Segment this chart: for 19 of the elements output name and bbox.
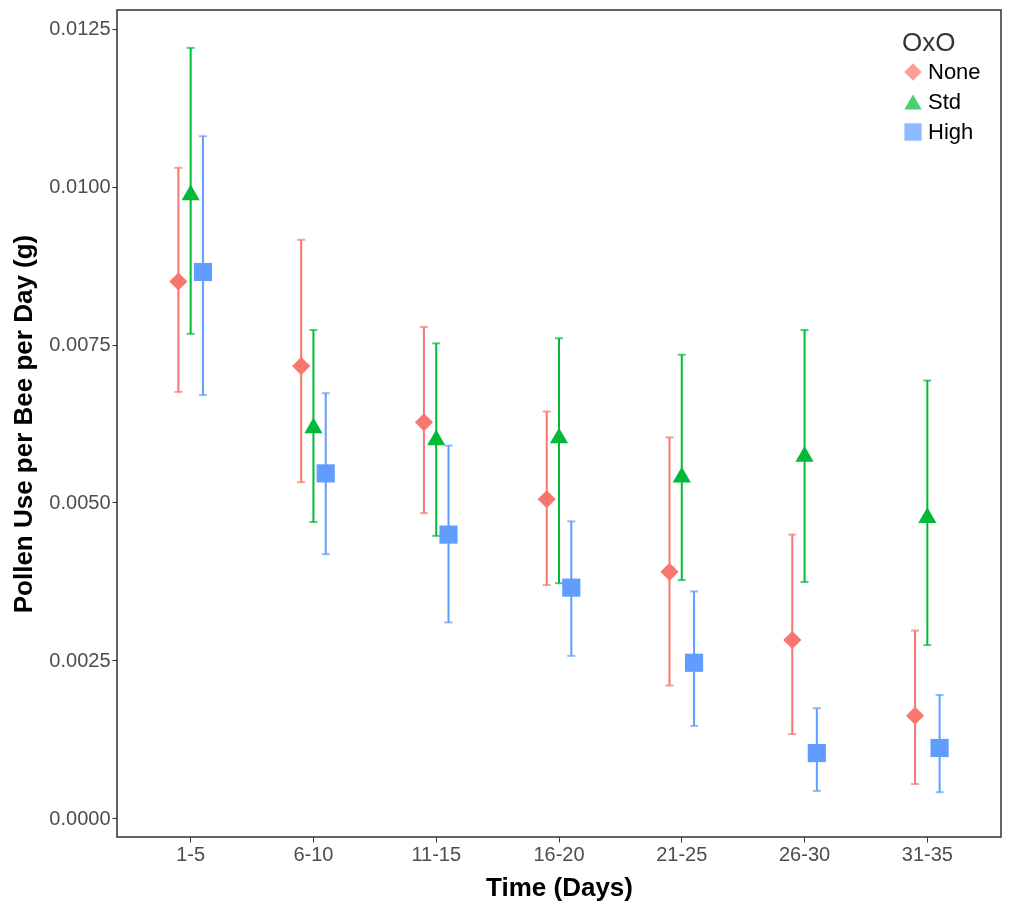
x-axis-title: Time (Days) — [486, 871, 633, 902]
legend-label: Std — [928, 89, 962, 114]
x-tick-label: 16-20 — [533, 842, 585, 865]
y-tick-label: 0.0025 — [49, 648, 111, 671]
x-tick-label: 21-25 — [656, 842, 708, 865]
legend-label: High — [928, 119, 974, 144]
y-tick-label: 0.0050 — [49, 490, 111, 513]
x-tick-label: 26-30 — [778, 842, 831, 865]
y-tick-label: 0.0000 — [49, 806, 111, 829]
x-tick-label: 1-5 — [176, 842, 206, 865]
legend-title: OxO — [902, 27, 956, 57]
x-tick-label: 11-15 — [411, 842, 462, 865]
x-tick-label: 6-10 — [293, 842, 334, 865]
y-tick-label: 0.0075 — [49, 333, 111, 356]
y-tick-label: 0.0100 — [49, 175, 111, 198]
y-axis-title: Pollen Use per Bee per Day (g) — [8, 234, 39, 614]
y-tick-label: 0.0125 — [49, 17, 111, 40]
x-tick-label: 31-35 — [901, 842, 953, 865]
legend-label: None — [928, 59, 981, 84]
